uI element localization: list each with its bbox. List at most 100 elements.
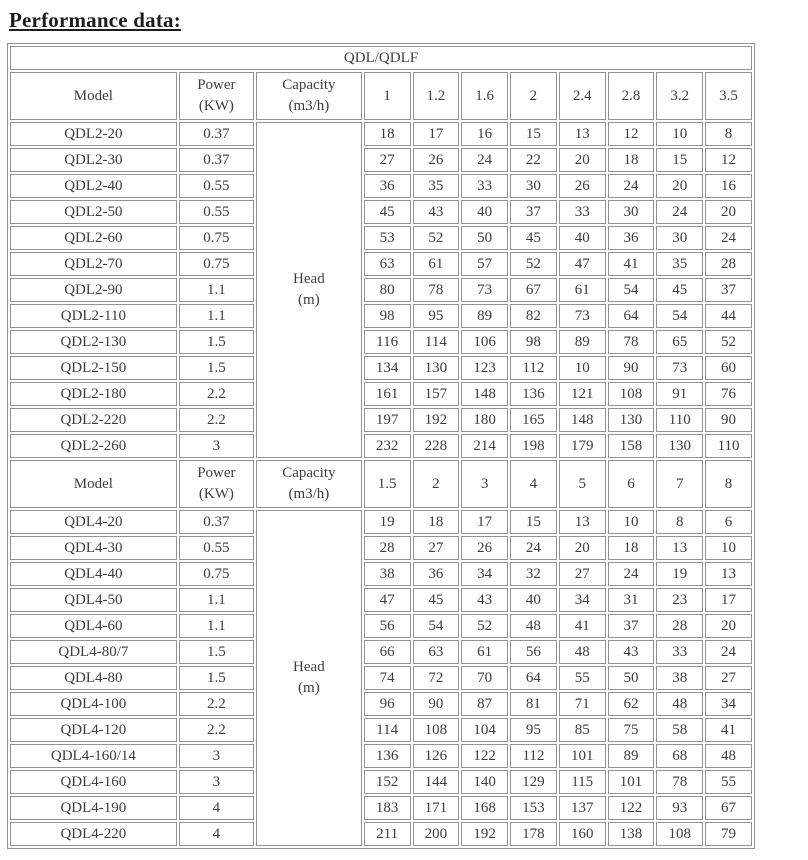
head-value-cell: 57 [461,252,509,276]
head-value-cell: 192 [412,408,460,432]
head-value-cell: 44 [705,304,752,328]
head-value-cell: 110 [705,434,752,458]
capacity-value-header-cell: 1.5 [363,460,411,508]
head-value-cell: 17 [705,588,752,612]
model-cell: QDL4-80 [10,666,177,690]
head-value-cell: 16 [705,174,752,198]
head-value-cell: 101 [607,770,655,794]
head-value-cell: 27 [412,536,460,560]
head-value-cell: 54 [656,304,704,328]
model-cell: QDL4-120 [10,718,177,742]
table-row: QDL2-150 1.5 134 130 123 112 10 90 73 60 [10,356,752,380]
head-value-cell: 26 [558,174,606,198]
head-value-cell: 24 [705,640,752,664]
capacity-value-header-cell: 2.8 [607,72,655,120]
table-row: QDL4-30 0.55 28 27 26 24 20 18 13 10 [10,536,752,560]
head-value-cell: 13 [558,510,606,534]
head-value-cell: 180 [461,408,509,432]
model-cell: QDL2-20 [10,122,177,146]
head-value-cell: 41 [705,718,752,742]
head-value-cell: 61 [412,252,460,276]
head-value-cell: 43 [607,640,655,664]
head-value-cell: 171 [412,796,460,820]
head-value-cell: 85 [558,718,606,742]
head-value-cell: 158 [607,434,655,458]
head-value-cell: 31 [607,588,655,612]
power-cell: 0.75 [178,562,254,586]
head-value-cell: 47 [363,588,411,612]
head-value-cell: 8 [656,510,704,534]
head-value-cell: 52 [461,614,509,638]
head-value-cell: 33 [461,174,509,198]
power-cell: 1.1 [178,614,254,638]
model-cell: QDL2-90 [10,278,177,302]
head-value-cell: 71 [558,692,606,716]
head-value-cell: 36 [607,226,655,250]
head-value-cell: 20 [705,200,752,224]
power-header-cell: Power (KW) [178,460,254,508]
power-cell: 0.37 [178,122,254,146]
head-value-cell: 98 [510,330,557,354]
head-value-cell: 10 [607,510,655,534]
head-value-cell: 129 [510,770,557,794]
head-value-cell: 61 [558,278,606,302]
head-value-cell: 64 [607,304,655,328]
head-value-cell: 89 [607,744,655,768]
group-header-row: QDL/QDLF [10,46,752,70]
head-value-cell: 108 [607,382,655,406]
table-row: QDL2-50 0.55 45 43 40 37 33 30 24 20 [10,200,752,224]
capacity-value-header-cell: 4 [510,460,557,508]
model-cell: QDL2-110 [10,304,177,328]
power-header-cell-line: Power [197,465,236,481]
head-unit-cell-line: (m) [298,680,320,696]
power-cell: 0.37 [178,148,254,172]
head-value-cell: 136 [510,382,557,406]
capacity-value-header-cell: 2 [510,72,557,120]
head-value-cell: 60 [705,356,752,380]
head-value-cell: 122 [461,744,509,768]
head-value-cell: 168 [461,796,509,820]
head-value-cell: 68 [656,744,704,768]
capacity-header-cell: Capacity (m3/h) [256,72,362,120]
head-value-cell: 50 [607,666,655,690]
head-value-cell: 157 [412,382,460,406]
head-value-cell: 211 [363,822,411,846]
capacity-header-cell-line: Capacity [282,465,336,481]
head-unit-cell-line: (m) [298,292,320,308]
power-cell: 1.1 [178,588,254,612]
table-row: QDL4-80/7 1.5 66 63 61 56 48 43 33 24 [10,640,752,664]
head-value-cell: 90 [705,408,752,432]
head-value-cell: 18 [363,122,411,146]
head-unit-cell-line: Head [293,271,325,287]
head-value-cell: 24 [705,226,752,250]
head-value-cell: 65 [656,330,704,354]
head-value-cell: 55 [705,770,752,794]
head-value-cell: 126 [412,744,460,768]
head-value-cell: 37 [510,200,557,224]
head-value-cell: 32 [510,562,557,586]
head-value-cell: 114 [363,718,411,742]
head-value-cell: 27 [363,148,411,172]
head-value-cell: 43 [461,588,509,612]
head-value-cell: 10 [705,536,752,560]
table-row: QDL4-40 0.75 38 36 34 32 27 24 19 13 [10,562,752,586]
power-cell: 3 [178,434,254,458]
head-value-cell: 48 [558,640,606,664]
head-value-cell: 20 [705,614,752,638]
head-value-cell: 13 [558,122,606,146]
power-header-cell-line: (KW) [198,486,234,502]
head-value-cell: 78 [656,770,704,794]
table-row: QDL4-220 4 211 200 192 178 160 138 108 79 [10,822,752,846]
head-value-cell: 6 [705,510,752,534]
head-value-cell: 26 [461,536,509,560]
head-value-cell: 24 [510,536,557,560]
head-value-cell: 96 [363,692,411,716]
head-unit-cell-line: Head [293,659,325,675]
head-value-cell: 61 [461,640,509,664]
power-cell: 0.55 [178,536,254,560]
head-value-cell: 19 [656,562,704,586]
head-value-cell: 58 [656,718,704,742]
head-value-cell: 116 [363,330,411,354]
head-value-cell: 35 [656,252,704,276]
head-value-cell: 8 [705,122,752,146]
